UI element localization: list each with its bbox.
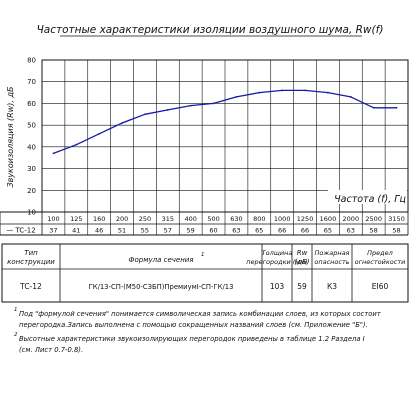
data-label: 46	[95, 227, 103, 235]
x-tick-label: 1000	[274, 215, 291, 223]
spec-cell-fire-hazard: К3	[327, 282, 337, 291]
y-tick-label: 50	[27, 122, 36, 130]
y-tick-label: 70	[27, 78, 36, 86]
data-point	[98, 132, 101, 135]
spec-cell-fire-resistance: EI60	[372, 282, 389, 291]
data-point	[235, 96, 238, 98]
data-point	[52, 152, 55, 155]
freq-table-row-label: — TC-12	[6, 227, 35, 235]
spec-header-formula-footnote-mark: 1	[201, 252, 205, 258]
data-label: 66	[301, 227, 309, 235]
frequency-table-cells: 100 125 160 200 250 315 400 500 630 800 1000 1250 16…	[47, 215, 405, 235]
x-tick-label: 630	[230, 215, 242, 223]
x-tick-label: 400	[184, 215, 196, 223]
y-tick-labels: 1020304050607080	[27, 57, 36, 217]
data-label: 57	[164, 227, 172, 235]
spec-header-type: Тип конструкции	[7, 249, 55, 266]
data-point	[304, 89, 306, 92]
x-tick-label: 125	[70, 215, 82, 223]
data-point	[75, 143, 78, 146]
x-axis-label-bg	[328, 190, 407, 204]
y-tick-label: 30	[27, 165, 36, 173]
data-label: 63	[347, 227, 355, 235]
data-label: 37	[49, 227, 57, 235]
spec-cell-formula: ГК/13-СП-(М50-СЗБП)ПремиумI-СП-ГК/13	[89, 283, 234, 291]
footnote-2-line-1: Высотные характеристики звукоизолирующих…	[19, 335, 365, 343]
spec-header-thickness: Толщина перегородки (мм)	[246, 249, 307, 266]
x-tick-label: 2000	[343, 215, 360, 223]
data-label: 55	[141, 227, 149, 235]
x-tick-label: 500	[207, 215, 219, 223]
footnote-1-line-2: перегородка.Запись выполнена с помощью с…	[19, 321, 368, 329]
data-point	[395, 106, 398, 109]
x-tick-label: 100	[47, 215, 59, 223]
spec-header-fire-resistance: Предел огнестойкости	[355, 249, 406, 266]
data-label: 51	[118, 227, 126, 235]
data-point	[166, 109, 169, 111]
x-tick-label: 1250	[297, 215, 314, 223]
x-tick-label: 200	[116, 215, 128, 223]
data-label: 59	[187, 227, 195, 235]
data-point	[327, 91, 329, 94]
y-tick-label: 20	[27, 187, 36, 195]
data-point	[281, 89, 284, 92]
data-point	[121, 122, 123, 124]
data-point	[212, 102, 215, 105]
data-point	[144, 113, 146, 116]
data-label: 60	[209, 227, 217, 235]
spec-cell-thickness: 103	[270, 282, 285, 291]
x-tick-label: 1600	[320, 215, 337, 223]
x-axis-label: Частота (f), Гц	[334, 194, 406, 205]
grid	[41, 60, 408, 235]
spec-cell-rw: 59	[297, 282, 307, 291]
data-label: 58	[370, 227, 378, 235]
x-tick-label: 160	[93, 215, 105, 223]
y-tick-label: 40	[27, 143, 36, 151]
data-label: 63	[232, 227, 240, 235]
footnote-2-line-2: (см. Лист 0.7-0.8).	[19, 346, 83, 354]
data-point	[372, 106, 375, 109]
data-label: 58	[392, 227, 400, 235]
data-point	[189, 104, 192, 107]
spec-header-fire-hazard: Пожарная опасность	[314, 249, 349, 266]
data-label: 66	[278, 227, 286, 235]
footnote-1-mark: 1	[14, 307, 18, 313]
data-label: 65	[324, 227, 332, 235]
x-tick-label: 2500	[365, 215, 382, 223]
y-tick-label: 60	[27, 100, 36, 108]
y-tick-label: 80	[27, 57, 36, 65]
spec-table: Тип конструкции Формула сечения 1 Толщина…	[1, 243, 409, 303]
footnotes: 1 Под "формулой сечения" понимается симв…	[14, 307, 382, 354]
series-layer	[52, 89, 398, 155]
y-axis-label: Звукоизоляция (Rw), дБ	[6, 86, 15, 188]
footnote-2-mark: 2	[14, 332, 18, 338]
data-point	[258, 91, 261, 94]
spec-header-formula: Формула сечения	[128, 256, 193, 264]
data-point	[349, 96, 352, 98]
data-label: 41	[72, 227, 80, 235]
x-tick-label: 315	[162, 215, 174, 223]
data-label: 65	[255, 227, 263, 235]
x-tick-label: 250	[139, 215, 151, 223]
footnote-1-line-1: Под "формулой сечения" понимается символ…	[19, 310, 382, 318]
frequency-table: — TC-12	[0, 211, 409, 236]
spec-header-rw: Rw (дБ)	[294, 249, 309, 266]
spec-cell-type: TC-12	[19, 282, 42, 291]
x-tick-label: 3150	[388, 215, 405, 223]
series-line	[53, 89, 397, 155]
chart-title: Частотные характеристики изоляции воздуш…	[37, 24, 384, 36]
x-tick-label: 800	[253, 215, 265, 223]
